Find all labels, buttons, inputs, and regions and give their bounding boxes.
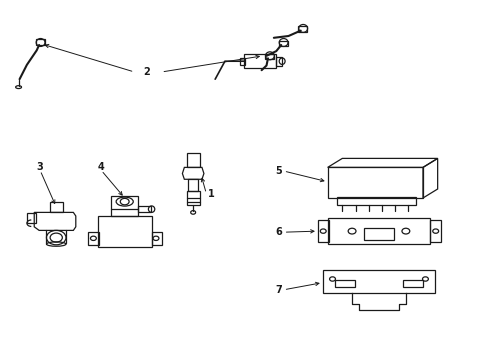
Text: 4: 4: [98, 162, 104, 172]
Text: 5: 5: [275, 166, 282, 176]
Bar: [317, 220, 328, 242]
Bar: [327, 218, 429, 244]
Bar: [276, 57, 282, 66]
Bar: [327, 167, 422, 198]
Bar: [186, 191, 199, 205]
Bar: [88, 232, 99, 245]
Text: 2: 2: [143, 67, 150, 77]
Bar: [334, 280, 354, 287]
Bar: [36, 39, 45, 45]
Bar: [188, 179, 198, 191]
Bar: [278, 41, 287, 46]
Bar: [111, 196, 138, 216]
Bar: [151, 232, 162, 245]
Bar: [337, 197, 415, 205]
Text: 7: 7: [275, 285, 282, 295]
Bar: [298, 26, 306, 32]
Bar: [27, 213, 36, 223]
Text: 6: 6: [275, 227, 282, 237]
Bar: [239, 58, 245, 65]
Bar: [403, 280, 422, 287]
Bar: [322, 270, 434, 293]
Bar: [98, 216, 151, 247]
Bar: [244, 54, 276, 68]
Bar: [186, 153, 199, 167]
Bar: [138, 206, 150, 212]
Bar: [264, 54, 273, 59]
Bar: [429, 220, 440, 242]
Bar: [364, 228, 393, 240]
Text: 3: 3: [37, 162, 43, 172]
Bar: [50, 202, 62, 212]
Text: 1: 1: [207, 189, 214, 199]
